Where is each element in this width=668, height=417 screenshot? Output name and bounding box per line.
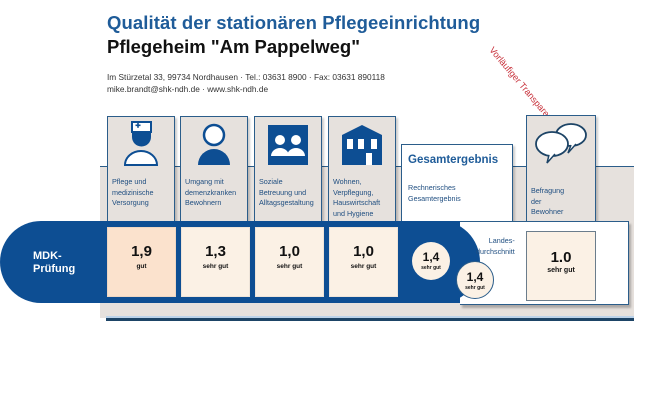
report-title: Qualität der stationären Pflegeeinrichtu…	[107, 12, 481, 33]
group-icon	[268, 125, 308, 165]
person-icon	[198, 123, 230, 165]
score-wohnen: 1,0 sehr gut	[329, 227, 398, 297]
state-average-label: Landes-durchschnitt	[476, 236, 515, 256]
speech-bubbles-icon	[535, 123, 587, 164]
category-card-wohnen: Wohnen, Verpflegung, Hauswirtschaft und Hyg…	[328, 116, 396, 226]
overall-result-card: Gesamtergebnis Rechnerisches Gesamtergebn…	[401, 144, 513, 226]
state-average-badge: 1,4 sehr gut	[456, 261, 494, 299]
facility-name: Pflegeheim "Am Pappelweg"	[107, 36, 360, 57]
resident-survey-card: Befragung der Bewohner	[526, 115, 596, 227]
category-label: Pflege und medizinische Versorgung	[112, 177, 154, 207]
bottom-rule	[106, 318, 634, 321]
score-soziale: 1,0 sehr gut	[255, 227, 324, 297]
score-pflege: 1,9 gut	[107, 227, 176, 297]
category-card-soziale: Soziale Betreuung und Alltagsgestaltung	[254, 116, 322, 226]
nurse-icon	[123, 121, 159, 166]
score-demenz: 1,3 sehr gut	[181, 227, 250, 297]
house-icon	[342, 125, 382, 165]
category-card-pflege: Pflege und medizinische Versorgung	[107, 116, 175, 226]
mdk-label: MDK- Prüfung	[33, 250, 76, 275]
category-label: Soziale Betreuung und Alltagsgestaltung	[259, 177, 314, 207]
bottom-highlight	[106, 316, 634, 318]
survey-label: Befragung der Bewohner	[531, 186, 565, 216]
category-label: Wohnen, Verpflegung, Hauswirtschaft und Hyg…	[333, 177, 381, 218]
address-line: Im Stürzetal 33, 99734 Nordhausen · Tel.…	[107, 72, 385, 82]
category-label: Umgang mit demenzkranken Bewohnern	[185, 177, 237, 207]
category-card-demenz: Umgang mit demenzkranken Bewohnern	[180, 116, 248, 226]
overall-heading: Gesamtergebnis	[408, 154, 499, 166]
contact-line: mike.brandt@shk-ndh.de · www.shk-ndh.de	[107, 84, 269, 94]
overall-score-badge: 1,4 sehr gut	[412, 242, 450, 280]
overall-subtitle: Rechnerisches Gesamtergebnis	[408, 183, 461, 203]
contact-block: Im Stürzetal 33, 99734 Nordhausen · Tel.…	[107, 71, 385, 95]
score-survey: 1.0 sehr gut	[526, 231, 596, 301]
